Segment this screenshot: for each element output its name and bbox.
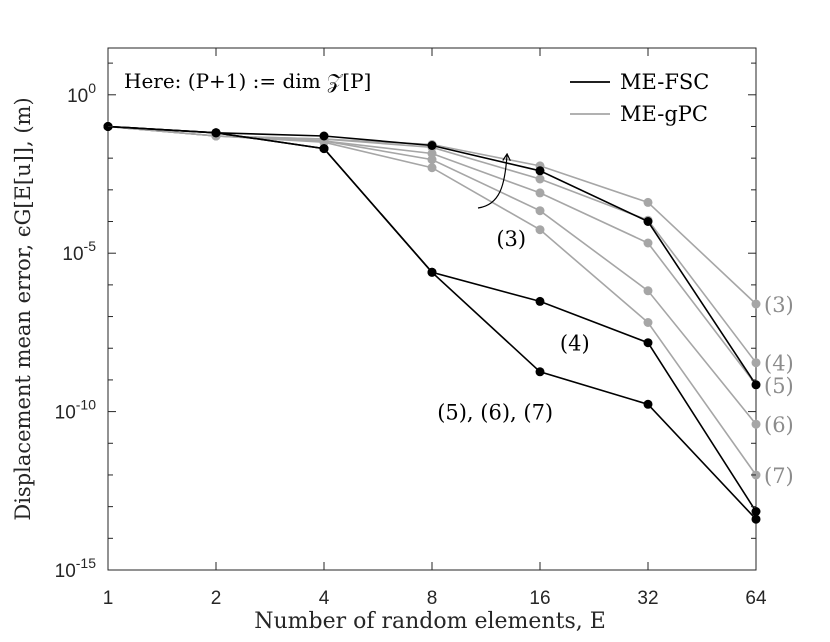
data-point: [751, 514, 761, 524]
curve-label: (5), (6), (7): [437, 401, 553, 425]
data-point: [535, 174, 545, 184]
x-tick-label: 64: [745, 588, 767, 609]
data-point: [643, 286, 653, 296]
x-tick-label: 1: [103, 588, 114, 609]
series-layer: [103, 122, 761, 524]
data-point: [643, 238, 653, 248]
x-tick-label: 4: [319, 588, 330, 609]
curve-label: (4): [560, 332, 590, 356]
curve-label: (4): [764, 352, 794, 376]
data-point: [643, 318, 653, 327]
data-point: [535, 166, 545, 176]
legend-label: ME-gPC: [620, 102, 708, 126]
data-point: [211, 128, 221, 138]
curve-label: (7): [764, 464, 794, 488]
y-tick-label: 10-5: [62, 238, 96, 265]
data-point: [751, 299, 761, 309]
legend: ME-FSC ME-gPC: [570, 70, 709, 126]
x-tick-label: 32: [637, 588, 658, 609]
x-tick-label: 16: [529, 588, 550, 609]
curve-label: (3): [496, 227, 526, 251]
data-point: [535, 367, 545, 377]
data-point: [427, 163, 437, 173]
data-point: [751, 507, 761, 516]
legend-label: ME-FSC: [620, 70, 709, 94]
y-tick-label: 10-15: [55, 555, 97, 582]
data-point: [643, 217, 653, 226]
curve-label: (5): [764, 374, 794, 398]
data-point: [535, 225, 545, 235]
data-point: [643, 338, 653, 348]
axes-layer: 1 2 4 8 16 32 64 100 10-5 10-10 10-15: [55, 48, 767, 609]
data-point: [751, 419, 761, 429]
x-tick-label: 2: [211, 588, 222, 609]
data-point: [535, 296, 545, 306]
y-tick-label: 100: [67, 80, 96, 107]
annotation-arrow: [477, 155, 507, 209]
curve-label: (6): [764, 413, 794, 437]
x-tick-label: 8: [427, 588, 438, 609]
annotation-text: Here: (P+1) := dim 𝒵[P]: [124, 69, 371, 93]
label-layer: (3)(4)(5), (6), (7)(3)(4)(5)(6)(7): [437, 227, 794, 488]
data-point: [535, 188, 545, 198]
y-axis-label: Displacement mean error, ϵG[E[u]], (m): [11, 97, 35, 520]
data-point: [535, 206, 545, 216]
data-point: [643, 399, 653, 409]
plot-area: [107, 47, 757, 571]
x-axis-label: Number of random elements, E: [254, 609, 606, 634]
data-point: [427, 155, 437, 165]
data-point: [319, 144, 329, 154]
data-point: [427, 141, 437, 150]
data-point: [751, 380, 761, 390]
series-fsc-2: [103, 122, 761, 524]
data-point: [319, 131, 329, 141]
y-tick-label: 10-10: [55, 397, 97, 424]
data-point: [751, 358, 761, 368]
data-point: [319, 137, 329, 147]
data-point: [427, 267, 437, 277]
curve-label: (3): [764, 293, 794, 317]
data-point: [643, 197, 653, 207]
